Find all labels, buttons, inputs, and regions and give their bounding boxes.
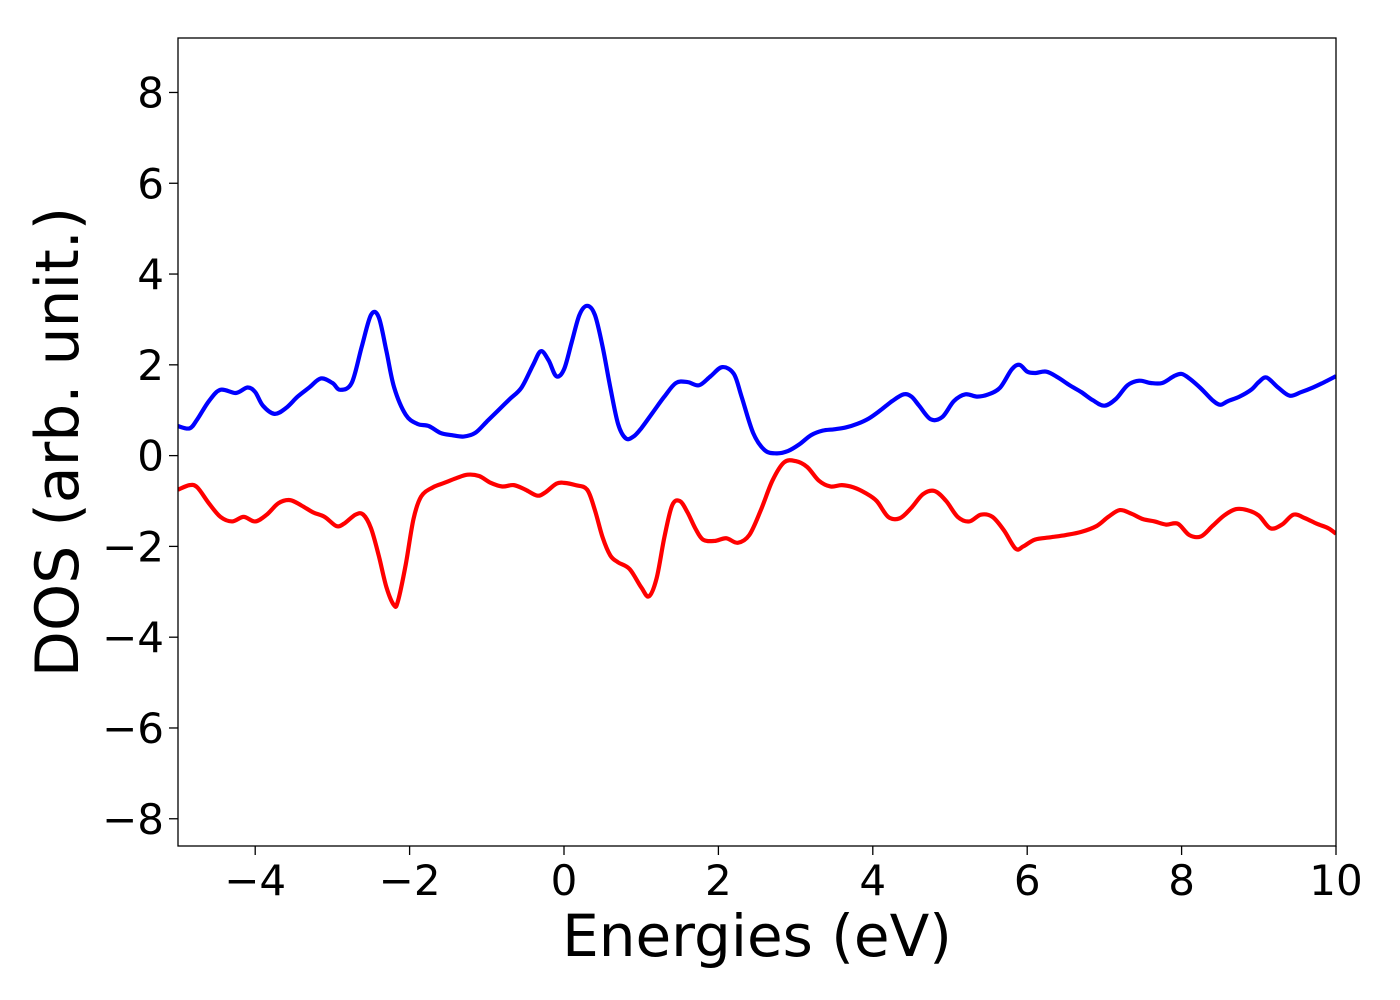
y-tick-label: 0: [137, 432, 164, 481]
y-axis: −8 −6 −4 −2 0 2 4 6 8: [102, 68, 178, 844]
plot-frame: [177, 37, 1337, 847]
y-tick-label: −6: [102, 704, 164, 753]
x-tick-label: 10: [1309, 856, 1362, 905]
x-axis: −4 −2 0 2 4 6 8 10: [224, 846, 1363, 905]
y-tick-label: −8: [102, 795, 164, 844]
y-tick-label: −2: [102, 522, 164, 571]
y-tick-label: 2: [137, 341, 164, 390]
x-tick-label: 6: [1014, 856, 1041, 905]
x-axis-title: Energies (eV): [562, 902, 952, 970]
spin-up-dos-line: [178, 303, 1336, 456]
y-tick-label: −4: [102, 613, 164, 662]
y-axis-title: DOS (arb. unit.): [23, 207, 93, 677]
x-tick-label: 4: [859, 856, 886, 905]
x-tick-label: 0: [551, 856, 578, 905]
series-layer: [178, 303, 1336, 609]
y-tick-label: 6: [137, 159, 164, 208]
x-tick-label: 8: [1168, 856, 1195, 905]
spin-down-dos-line: [178, 458, 1336, 609]
x-tick-label: −2: [379, 856, 441, 905]
y-tick-label: 4: [137, 250, 164, 299]
x-tick-label: −4: [224, 856, 286, 905]
x-tick-label: 2: [705, 856, 732, 905]
y-tick-label: 8: [137, 68, 164, 117]
